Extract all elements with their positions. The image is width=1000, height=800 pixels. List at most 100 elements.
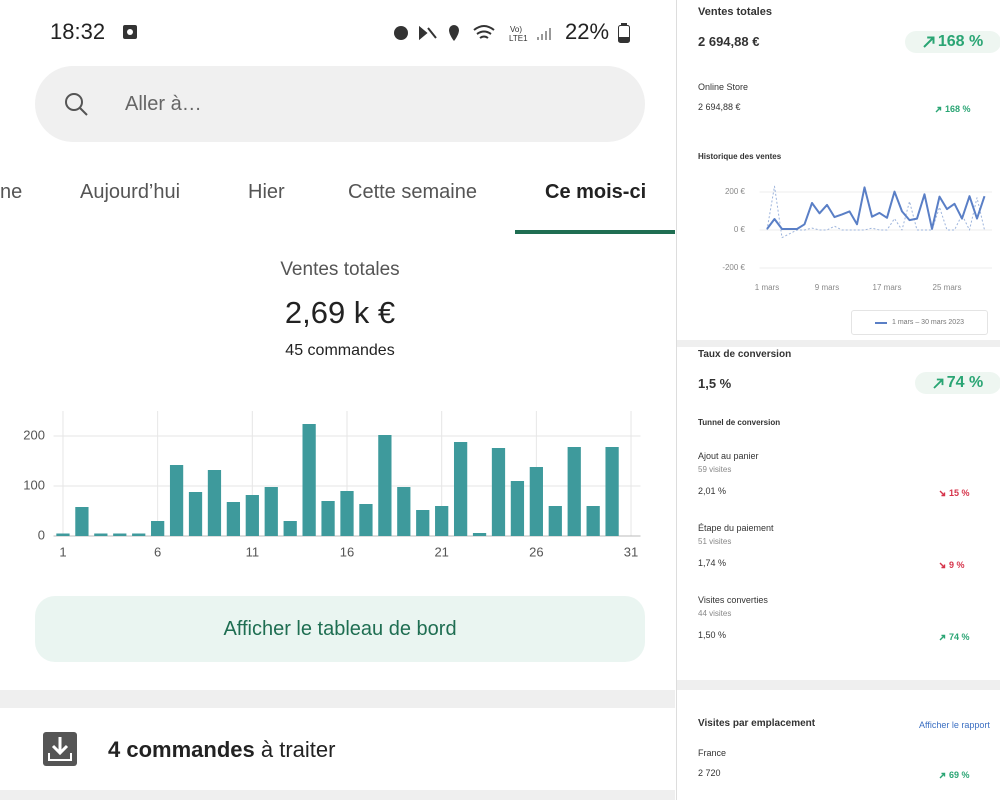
tab[interactable]: Ce mois-ci — [545, 181, 647, 203]
trend-arrow — [935, 106, 942, 113]
step-visits: 44 visites — [698, 609, 732, 618]
legend-swatch — [875, 321, 887, 324]
change-badge: 15 % — [939, 489, 970, 498]
search-bar[interactable] — [35, 66, 645, 142]
conversion-value: 1,5 % — [698, 376, 732, 391]
clock: 18:32 — [50, 19, 106, 44]
battery-icon — [618, 23, 630, 43]
y-tick-label: -200 € — [722, 263, 745, 272]
legend-label: 1 mars – 30 mars 2023 — [892, 319, 964, 326]
bar — [397, 487, 411, 536]
arrow-path — [939, 490, 946, 497]
bar — [416, 510, 430, 536]
x-tick-label: 6 — [154, 544, 161, 559]
legend: 1 mars – 30 mars 2023 — [851, 310, 988, 335]
step-visits: 59 visites — [698, 465, 732, 474]
x-tick-label: 26 — [529, 544, 543, 559]
bar — [435, 506, 449, 536]
bar — [132, 533, 146, 536]
y-tick-label: 100 — [23, 477, 45, 492]
arrow-path — [939, 562, 946, 569]
sales-history-chart: -200 € 0 € 200 € 1 mars 9 mars 17 mars 25 mars — [722, 185, 992, 292]
trend-arrow — [939, 490, 946, 497]
section-title: Ventes totales — [698, 6, 772, 18]
arrow-path — [939, 634, 946, 641]
change-value: 74 % — [949, 632, 970, 642]
trend-arrow — [933, 378, 944, 389]
divider — [0, 790, 675, 800]
tab[interactable]: ne — [0, 181, 23, 203]
arrow-path — [939, 772, 946, 779]
section-title: Visites par emplacement — [698, 718, 816, 729]
arrow-path — [933, 378, 944, 389]
orders-count: 4 commandes — [108, 737, 255, 762]
bar — [302, 424, 316, 536]
step-rate: 2,01 % — [698, 486, 727, 496]
bar — [188, 492, 203, 536]
y-tick-label: 0 € — [734, 225, 746, 234]
change-badge: 69 % — [939, 771, 970, 780]
section-title: Taux de conversion — [698, 349, 792, 360]
dashboard-button[interactable]: Afficher le tableau de bord — [35, 596, 645, 662]
orders-row[interactable]: 4 commandes à traiter — [108, 739, 335, 761]
summary-value: 2,69 k € — [284, 295, 396, 330]
step-rate: 1,74 % — [698, 558, 727, 568]
bar — [529, 467, 543, 536]
report-link[interactable]: Afficher le rapport — [919, 720, 990, 730]
active-tab-indicator — [515, 230, 675, 234]
bar — [151, 521, 165, 536]
change-badge: 74 % — [939, 633, 970, 642]
search-placeholder: Aller à… — [125, 93, 202, 115]
bar — [548, 506, 562, 536]
bar — [472, 533, 487, 536]
divider — [677, 340, 1000, 347]
svg-text:Vo): Vo) — [510, 25, 522, 34]
total-value: 2 694,88 € — [698, 34, 760, 49]
summary-title: Ventes totales — [280, 259, 400, 280]
divider — [677, 680, 1000, 690]
bar — [453, 442, 468, 536]
tab[interactable]: Hier — [248, 181, 285, 203]
step-label: Ajout au panier — [698, 451, 759, 461]
bar — [75, 507, 89, 536]
x-tick-label: 1 — [59, 544, 66, 559]
series-line — [766, 186, 986, 230]
status-icons: Vo)LTE1 — [394, 25, 551, 43]
change-value: 168 % — [937, 33, 984, 50]
bar — [605, 447, 619, 536]
trend-arrow — [923, 36, 935, 48]
x-tick-label: 17 mars — [873, 283, 902, 292]
bar — [169, 465, 184, 536]
tab[interactable]: Aujourd’hui — [80, 181, 181, 203]
change-value: 9 % — [949, 560, 965, 570]
bar — [264, 487, 278, 536]
battery-level: 22% — [565, 19, 610, 44]
trend-arrow — [939, 562, 946, 569]
series-line — [766, 185, 985, 239]
location-name: France — [698, 748, 727, 758]
bar — [567, 447, 581, 536]
arrow-path — [935, 106, 942, 113]
y-tick-label: 200 € — [725, 187, 746, 196]
arrow-path — [923, 36, 935, 48]
tab[interactable]: Cette semaine — [348, 181, 477, 203]
step-label: Visites converties — [698, 595, 768, 605]
notification-icon — [123, 25, 137, 39]
location-value: 2 720 — [698, 768, 721, 778]
change-badge: 74 % — [915, 372, 1000, 394]
svg-text:LTE1: LTE1 — [509, 34, 528, 43]
x-tick-label: 9 mars — [815, 283, 839, 292]
change-value: 69 % — [949, 770, 970, 780]
bar — [491, 448, 506, 536]
bar — [113, 533, 127, 536]
trend-arrow — [939, 634, 946, 641]
step-rate: 1,50 % — [698, 630, 727, 640]
trend-arrow — [939, 772, 946, 779]
orders-text: à traiter — [260, 737, 336, 762]
summary-orders: 45 commandes — [285, 342, 395, 359]
divider — [0, 690, 675, 708]
bar — [321, 501, 335, 536]
y-tick-label: 0 — [38, 527, 45, 542]
